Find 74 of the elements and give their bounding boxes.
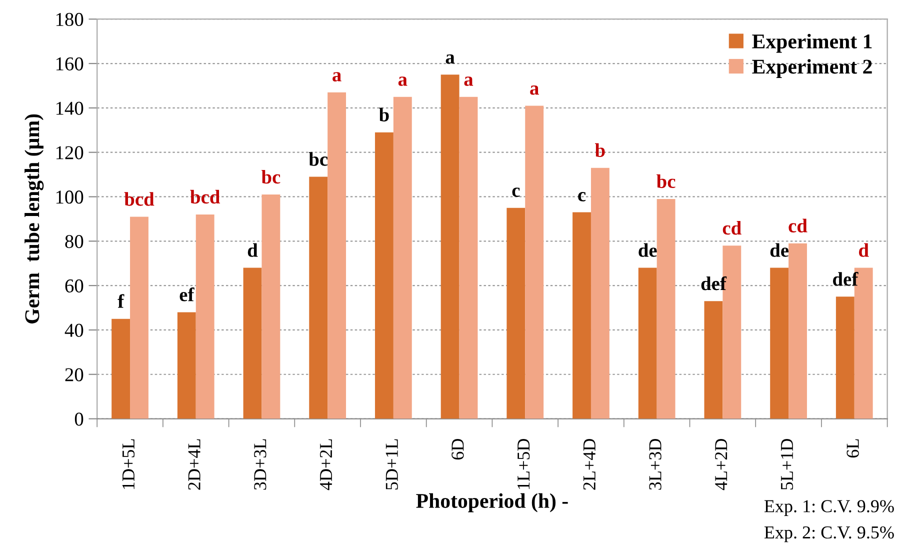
y-tick-label: 60 — [65, 279, 84, 292]
data-label: ef — [180, 287, 194, 302]
bar — [638, 268, 657, 419]
data-label: bcd — [190, 190, 220, 204]
data-label: f — [118, 294, 124, 308]
bar — [459, 96, 478, 419]
bar — [440, 74, 460, 419]
y-tick-label: 160 — [56, 57, 84, 70]
x-tick-label: 2D+4L — [188, 439, 200, 490]
x-tick-label: 5D+1L — [386, 439, 398, 490]
bar — [572, 212, 591, 419]
y-tick-label: 120 — [56, 146, 84, 160]
y-tick-label: 140 — [56, 102, 84, 115]
bar — [130, 216, 148, 419]
x-tick-label: 4D+2L — [320, 439, 332, 490]
y-tick-label: 100 — [56, 190, 84, 204]
x-tick-label: 6D — [452, 438, 464, 460]
data-label: bc — [261, 170, 280, 184]
bar — [704, 301, 723, 419]
bar — [243, 268, 262, 419]
x-tick-label: 4L+2D — [715, 438, 728, 490]
data-label: de — [638, 243, 657, 257]
data-label: c — [512, 188, 520, 197]
text: Exp. 1: C.V. 9.9% — [764, 500, 894, 516]
bar — [328, 92, 346, 419]
x-tick-label: 6L — [846, 439, 859, 458]
x-tick-label: 1L+5D — [518, 438, 530, 489]
text: Exp. 2: C.V. 9.5% — [764, 526, 894, 542]
data-label: cd — [722, 221, 742, 235]
data-label: bc — [656, 174, 676, 188]
data-label: def — [832, 272, 858, 286]
data-label: b — [595, 143, 605, 157]
bar — [309, 176, 328, 419]
data-label: c — [578, 192, 586, 202]
data-label: a — [464, 76, 474, 86]
data-label: d — [858, 243, 869, 257]
legend-label: Experiment 1 — [752, 34, 872, 53]
data-label: d — [248, 243, 258, 257]
x-tick-label: 3D+3L — [254, 439, 266, 490]
y-tick-label: 80 — [65, 234, 84, 248]
data-label: bc — [308, 152, 328, 166]
data-label: a — [332, 72, 342, 82]
bar — [656, 198, 676, 419]
bar — [374, 132, 394, 419]
data-label: b — [379, 108, 389, 122]
bar — [836, 296, 854, 419]
bar — [112, 318, 130, 419]
y-tick-label: 20 — [65, 368, 84, 382]
y-tick-label: 180 — [56, 12, 84, 26]
data-label: de — [770, 243, 789, 257]
bar — [590, 168, 610, 419]
x-tick-label: 1D+5L — [122, 439, 135, 489]
data-label: def — [701, 276, 727, 290]
y-axis-title: Germ tube length (µm) — [24, 114, 44, 324]
x-tick-label: 5L+1D — [780, 438, 794, 490]
bar — [506, 208, 526, 419]
bar — [262, 194, 280, 419]
x-tick-label: 3L+3D — [649, 438, 662, 490]
bar — [393, 96, 412, 419]
data-label: a — [530, 85, 539, 95]
y-tick-label: 40 — [64, 324, 84, 337]
data-label: cd — [788, 218, 808, 232]
x-tick-label: 2L+4D — [583, 438, 596, 490]
bar — [196, 214, 214, 419]
legend-label: Experiment 2 — [752, 59, 872, 78]
bar — [788, 243, 807, 419]
y-tick-label: 0 — [74, 412, 84, 426]
bar — [770, 268, 789, 419]
data-label: bcd — [124, 192, 154, 206]
x-axis-title: Photoperiod (h) - — [416, 493, 568, 512]
bar — [525, 106, 544, 419]
data-label: a — [398, 76, 408, 86]
bar — [177, 312, 196, 419]
data-label: a — [446, 54, 455, 64]
